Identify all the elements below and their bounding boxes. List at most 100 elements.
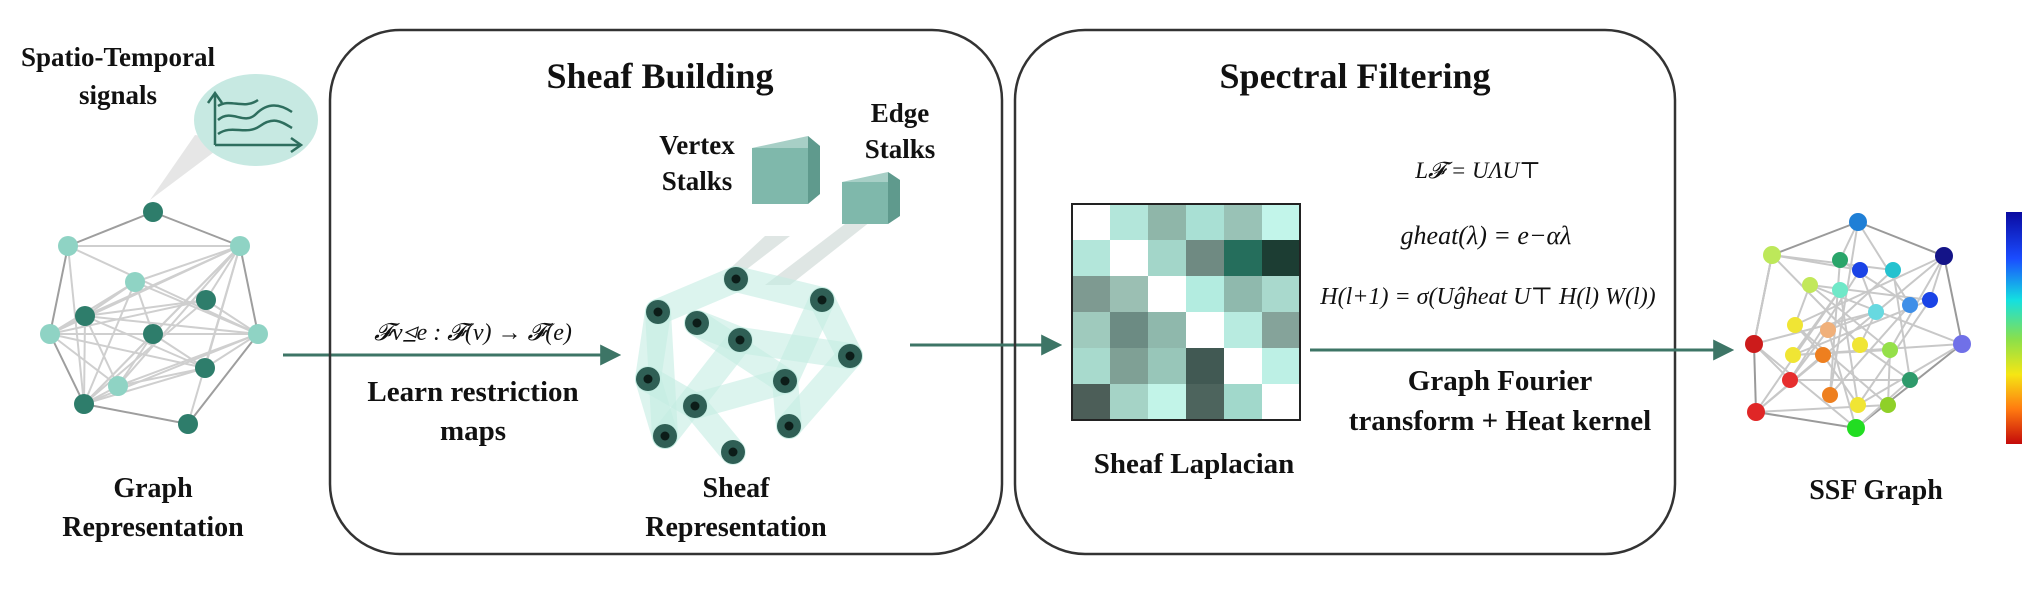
laplacian-cell — [1186, 348, 1224, 384]
graph-edge — [49, 333, 206, 369]
laplacian-cell — [1148, 348, 1186, 384]
ssf-edge — [1943, 255, 1963, 345]
ssf-edge — [1771, 221, 1859, 256]
ssf-node — [1745, 335, 1763, 353]
ssf-node — [1852, 262, 1868, 278]
sheaf-vertex — [728, 328, 752, 352]
sheaf-vertex — [838, 344, 862, 368]
edge-stalk-beam — [765, 218, 875, 285]
graph-edge — [239, 245, 259, 335]
laplacian-cell — [1262, 240, 1300, 276]
graph-node — [143, 202, 163, 222]
ssf-node — [1882, 342, 1898, 358]
laplacian-cell — [1072, 348, 1110, 384]
graph-edge — [152, 245, 241, 335]
sheaf-laplacian-label: Sheaf Laplacian — [1094, 448, 1295, 480]
graph-edge — [67, 211, 154, 247]
sheaf-vertex — [724, 267, 748, 291]
graph-edge — [84, 315, 259, 335]
graph-edge — [117, 245, 241, 387]
ssf-edge — [1809, 284, 1891, 351]
laplacian-cell — [1224, 276, 1262, 312]
sheaf-edge-stalk — [776, 343, 863, 439]
signals-chart-icon — [206, 90, 304, 154]
graph-edge — [67, 245, 85, 405]
vertex-stalk-beam — [722, 236, 790, 276]
ssf-edge — [1857, 221, 1945, 257]
laplacian-cell — [1224, 312, 1262, 348]
ssf-node — [1747, 403, 1765, 421]
laplacian-cell — [1110, 276, 1148, 312]
graph-edge — [84, 245, 241, 317]
sheaf-laplacian-matrix — [1072, 204, 1300, 420]
spectral-filtering-box — [1013, 28, 1677, 556]
graph-node — [125, 272, 145, 292]
graph-node — [40, 324, 60, 344]
ssf-edge — [1827, 311, 1877, 331]
graph-edge — [205, 299, 259, 335]
graph-edge — [134, 245, 241, 283]
laplacian-cell — [1148, 312, 1186, 348]
graph-edge — [152, 211, 241, 247]
laplacian-cell — [1110, 384, 1148, 420]
graph-edge — [83, 367, 206, 405]
graph-edge — [49, 299, 207, 335]
ssf-graph-nodes — [1745, 213, 1971, 437]
sheaf-vertex — [777, 414, 801, 438]
sheaf-rep-label-1: Sheaf — [703, 473, 771, 504]
laplacian-cell — [1186, 240, 1224, 276]
sheaf-vertex-stalks — [636, 267, 862, 464]
graph-edge — [187, 333, 259, 425]
ssf-edge — [1771, 254, 1861, 271]
laplacian-cell — [1148, 384, 1186, 420]
ssf-node — [1787, 317, 1803, 333]
graph-node — [58, 236, 78, 256]
ssf-edge — [1755, 411, 1857, 429]
graph-edges — [49, 211, 259, 425]
ssf-node — [1953, 335, 1971, 353]
ssf-node — [1832, 252, 1848, 268]
sheaf-vertex — [683, 394, 707, 418]
ssf-edge — [1753, 311, 1877, 345]
ssf-edge — [1792, 349, 1891, 356]
ssf-graph: SSF Graph — [1745, 213, 1971, 506]
graph-edge — [117, 367, 206, 387]
ssf-node — [1850, 397, 1866, 413]
graph-node — [143, 324, 163, 344]
graph-edge — [83, 403, 189, 425]
ssf-edge — [1792, 289, 1841, 356]
ssf-node — [1868, 304, 1884, 320]
sheaf-vertex — [721, 440, 745, 464]
ssf-node — [1815, 347, 1831, 363]
graph-edge — [84, 281, 136, 317]
gft-label-1: Graph Fourier — [1408, 365, 1593, 397]
laplacian-cell — [1148, 240, 1186, 276]
ssf-edge — [1859, 344, 1911, 381]
laplacian-cell — [1072, 204, 1110, 240]
sheaf-edge-stalk — [727, 327, 863, 369]
sheaf-edge-stalk — [723, 266, 835, 313]
graph-edge — [205, 245, 241, 301]
ssf-node — [1782, 372, 1798, 388]
eigendecomposition-eq: L𝓕 = UΛU⊤ — [1414, 158, 1541, 183]
ssf-node — [1935, 247, 1953, 265]
ssf-node — [1763, 246, 1781, 264]
ssf-node — [1885, 262, 1901, 278]
laplacian-cell — [1262, 348, 1300, 384]
graph-edge — [152, 333, 206, 369]
learn-restriction-label-2: maps — [440, 415, 506, 447]
graph-node — [196, 290, 216, 310]
ssf-edge — [1839, 289, 1859, 406]
laplacian-cell — [1186, 384, 1224, 420]
sheaf-vertex — [685, 311, 709, 335]
ssf-edge — [1753, 343, 1757, 413]
graph-edge — [49, 245, 69, 335]
laplacian-cell — [1110, 204, 1148, 240]
sheaf-rep-label-2: Representation — [645, 512, 827, 543]
laplacian-cell — [1110, 240, 1148, 276]
sheaf-building-panel: Sheaf Building Vertex Stalks Edge Stalks… — [328, 28, 1004, 556]
heat-kernel-eq: gheat(λ) = e−αλ — [1401, 221, 1572, 250]
ssf-edge — [1753, 343, 1857, 429]
graph-edge — [204, 245, 241, 369]
graph-node — [230, 236, 250, 256]
